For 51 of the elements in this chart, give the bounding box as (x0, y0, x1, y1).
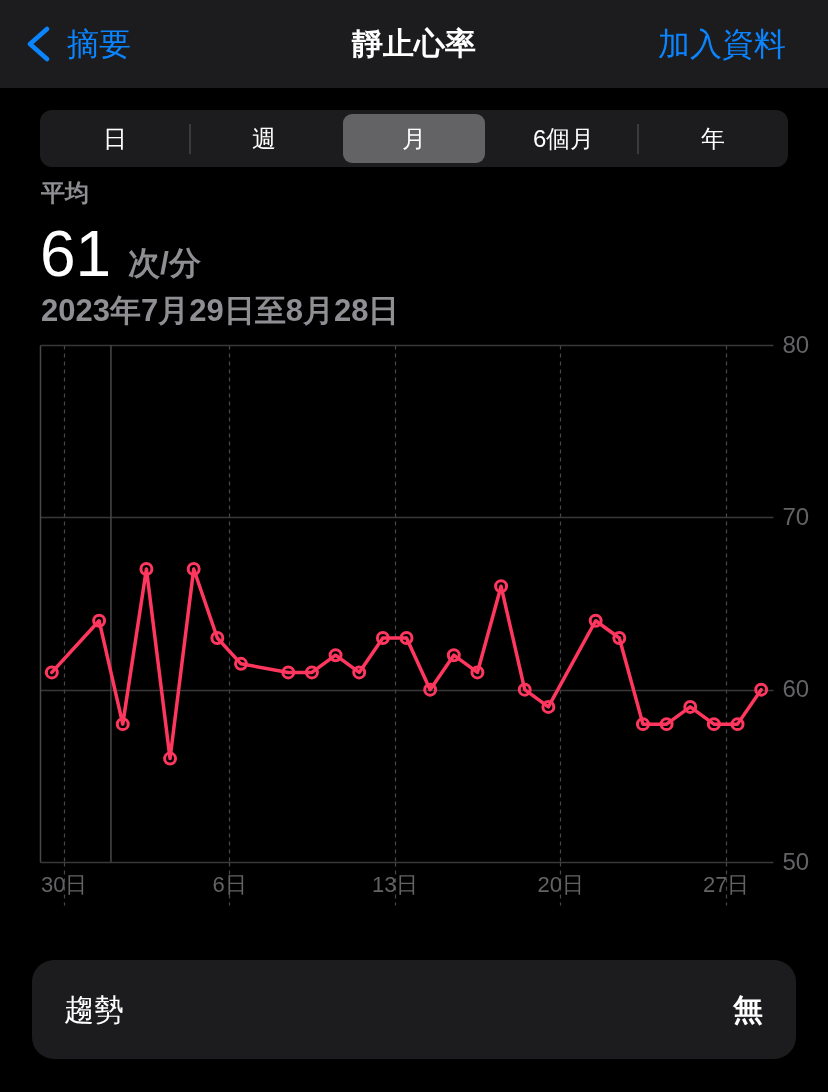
trend-value: 無 (733, 995, 763, 1025)
point (186, 562, 201, 576)
point (352, 665, 367, 680)
point (612, 631, 627, 645)
point (635, 717, 650, 732)
average-value: 61 (40, 222, 112, 286)
point (163, 751, 178, 766)
x-tick-label: 13日 (371, 871, 419, 897)
point (659, 717, 674, 732)
add-data-link: 加入資料 (658, 28, 786, 60)
average-label: 平均 (41, 181, 89, 205)
x-tick-label: 30日 (40, 871, 88, 897)
point (304, 665, 319, 680)
point (754, 682, 769, 697)
y-tick-label: 80 (782, 330, 810, 358)
y-tick-label: 70 (782, 502, 810, 530)
unit-label: 次/分 (128, 247, 201, 279)
date-range: 2023年7月29日至8月28日 (41, 295, 400, 326)
point (423, 682, 438, 697)
trend-label: 趨勢 (64, 995, 124, 1025)
point (44, 665, 59, 680)
segment-label: 6個月 (532, 127, 595, 151)
segment-label: 日 (102, 127, 127, 151)
point (494, 579, 509, 594)
point (115, 717, 130, 732)
point (683, 699, 698, 714)
point (541, 699, 556, 714)
point (446, 648, 461, 663)
point (470, 665, 485, 680)
point (399, 631, 414, 645)
x-tick-label: 6日 (212, 871, 247, 897)
segment-label: 年 (701, 127, 726, 151)
point (517, 682, 532, 697)
point (588, 613, 603, 628)
segment-label: 月 (402, 127, 426, 151)
x-tick-label: 27日 (702, 871, 750, 897)
page-title: 靜止心率 (352, 28, 476, 59)
y-tick-label: 50 (782, 847, 810, 875)
point (730, 717, 745, 732)
point (328, 648, 343, 663)
point (210, 631, 225, 645)
point (706, 717, 721, 732)
point (92, 613, 107, 628)
segment-label: 週 (252, 127, 277, 151)
y-tick-label: 60 (782, 675, 810, 703)
back-link: 摘要 (67, 28, 131, 60)
x-tick-label: 20日 (537, 871, 584, 897)
point (281, 665, 296, 680)
point (234, 656, 248, 671)
point (375, 631, 390, 645)
point (139, 562, 154, 576)
